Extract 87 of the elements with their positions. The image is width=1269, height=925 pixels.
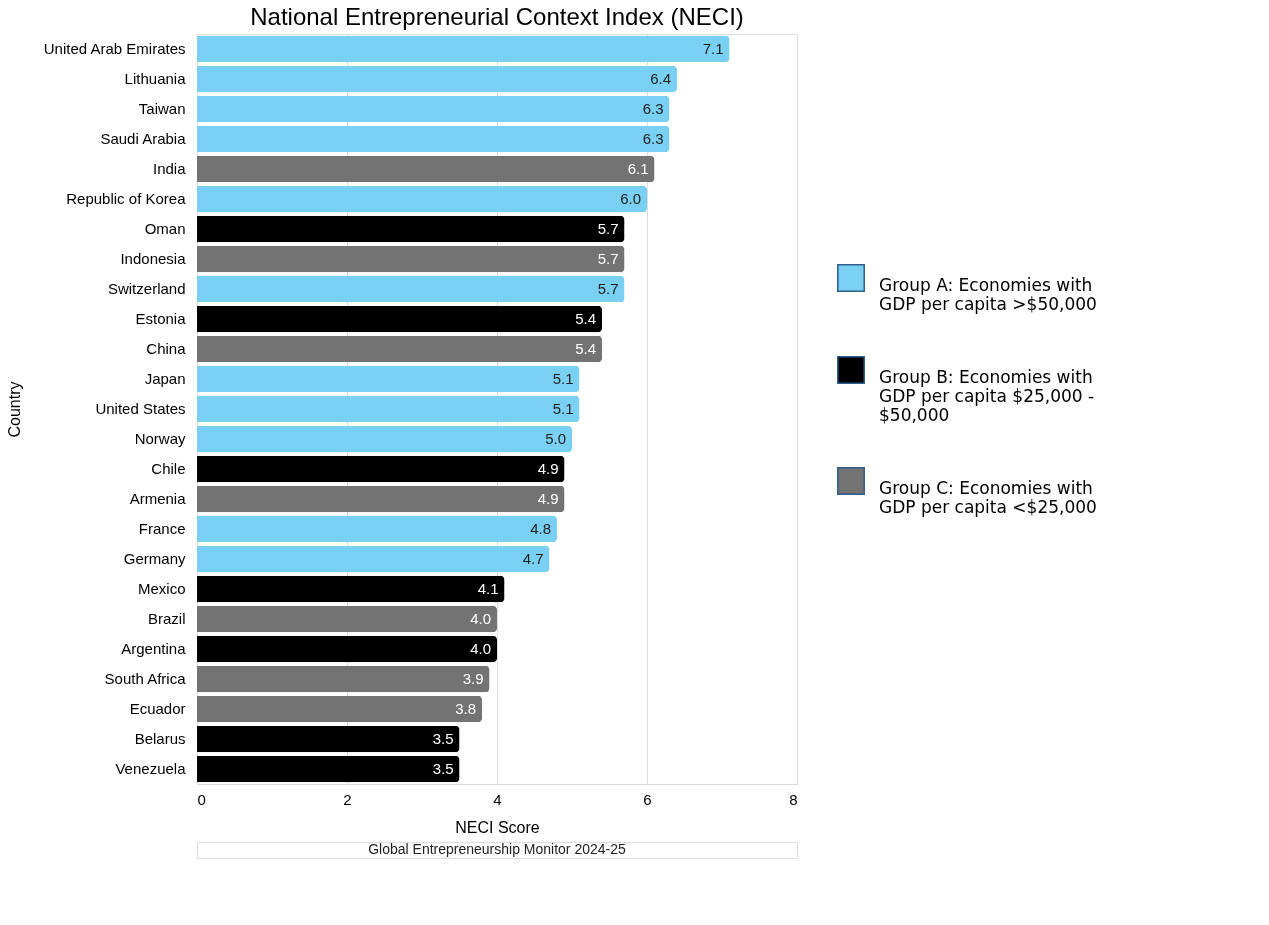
bar — [197, 545, 550, 573]
y-tick-label: China — [146, 340, 187, 357]
y-tick-label: Venezuela — [115, 760, 187, 777]
data-label: 5.7 — [597, 280, 619, 297]
bar — [197, 425, 572, 453]
bar — [197, 185, 647, 213]
x-tick-label: 6 — [643, 790, 652, 808]
data-label: 4.8 — [530, 520, 551, 537]
data-label: 6.3 — [642, 130, 664, 147]
bar — [197, 245, 625, 273]
bar — [197, 665, 490, 693]
bar — [197, 485, 565, 513]
legend-label: Group C: Economies with GDP per capita <$25,000 — [879, 478, 1097, 517]
y-axis-title: Country — [5, 381, 23, 438]
y-tick-label: Lithuania — [124, 70, 187, 87]
y-tick-label: Argentina — [121, 640, 187, 657]
chart-title: National Entrepreneurial Context Index (NECI) — [250, 3, 744, 30]
data-label: 5.7 — [597, 220, 619, 237]
data-label: 3.8 — [455, 700, 476, 717]
y-tick-label: France — [138, 520, 186, 537]
bar — [197, 395, 580, 423]
data-label: 4.7 — [522, 550, 544, 567]
data-label: 3.9 — [462, 670, 484, 687]
data-label: 4.9 — [537, 460, 559, 477]
data-label: 5.7 — [597, 250, 619, 267]
x-tick-label: 2 — [343, 790, 352, 808]
bar — [197, 335, 602, 363]
data-label: 7.1 — [702, 40, 724, 57]
data-label: 4.0 — [470, 610, 491, 627]
x-tick-label: 4 — [493, 790, 502, 808]
y-tick-label: South Africa — [104, 670, 187, 687]
y-tick-label: Ecuador — [129, 700, 186, 717]
bar — [197, 575, 505, 603]
y-tick-label: India — [152, 160, 187, 177]
bar — [197, 35, 730, 63]
bar — [197, 65, 677, 93]
y-tick-label: Belarus — [134, 730, 186, 747]
bar — [197, 515, 557, 543]
bar — [197, 95, 670, 123]
bar — [197, 125, 670, 153]
data-label: 5.4 — [575, 340, 596, 357]
bar — [197, 605, 497, 633]
y-tick-label: United States — [95, 400, 186, 417]
data-label: 5.4 — [575, 310, 596, 327]
x-axis-title: NECI Score — [455, 818, 540, 836]
bar — [197, 275, 625, 303]
x-tick-label: 8 — [789, 790, 798, 808]
x-tick-label: 0 — [197, 790, 206, 808]
y-tick-label: Armenia — [129, 490, 187, 507]
data-label: 6.3 — [642, 100, 664, 117]
data-label: 6.4 — [650, 70, 671, 87]
data-label: 3.5 — [432, 730, 454, 747]
data-label: 5.1 — [552, 400, 574, 417]
y-tick-label: Chile — [151, 460, 186, 477]
data-label: 4.0 — [470, 640, 491, 657]
bar — [197, 695, 482, 723]
y-tick-label: Brazil — [147, 610, 186, 627]
y-tick-label: Indonesia — [120, 250, 187, 267]
data-label: 5.0 — [545, 430, 566, 447]
bar — [197, 635, 497, 663]
legend-label: Group A: Economies with GDP per capita >$50,000 — [879, 275, 1097, 314]
data-label: 4.9 — [537, 490, 559, 507]
text: Global Entrepreneurship Monitor 2024-25 — [368, 841, 627, 857]
bar — [197, 755, 460, 783]
y-tick-label: Switzerland — [107, 280, 186, 297]
y-tick-label: Norway — [134, 430, 186, 447]
data-label: 5.1 — [552, 370, 574, 387]
y-tick-label: Saudi Arabia — [100, 130, 187, 147]
y-tick-label: Germany — [123, 550, 186, 567]
y-tick-label: United Arab Emirates — [43, 40, 186, 57]
legend-label: Group B: Economies with GDP per capita $25,000 - $50,000 — [879, 367, 1095, 425]
y-tick-label: Estonia — [135, 310, 187, 327]
bar — [197, 305, 602, 333]
y-tick-label: Japan — [144, 370, 186, 387]
y-tick-label: Mexico — [137, 580, 186, 597]
bar — [197, 365, 580, 393]
bar — [197, 155, 655, 183]
data-label: 3.5 — [432, 760, 454, 777]
y-tick-label: Taiwan — [138, 100, 186, 117]
y-tick-label: Republic of Korea — [66, 190, 187, 207]
data-label: 4.1 — [477, 580, 499, 597]
data-label: 6.1 — [627, 160, 649, 177]
data-label: 6.0 — [620, 190, 641, 207]
bar — [197, 215, 625, 243]
y-tick-label: Oman — [144, 220, 186, 237]
bar — [197, 455, 565, 483]
bar — [197, 725, 460, 753]
